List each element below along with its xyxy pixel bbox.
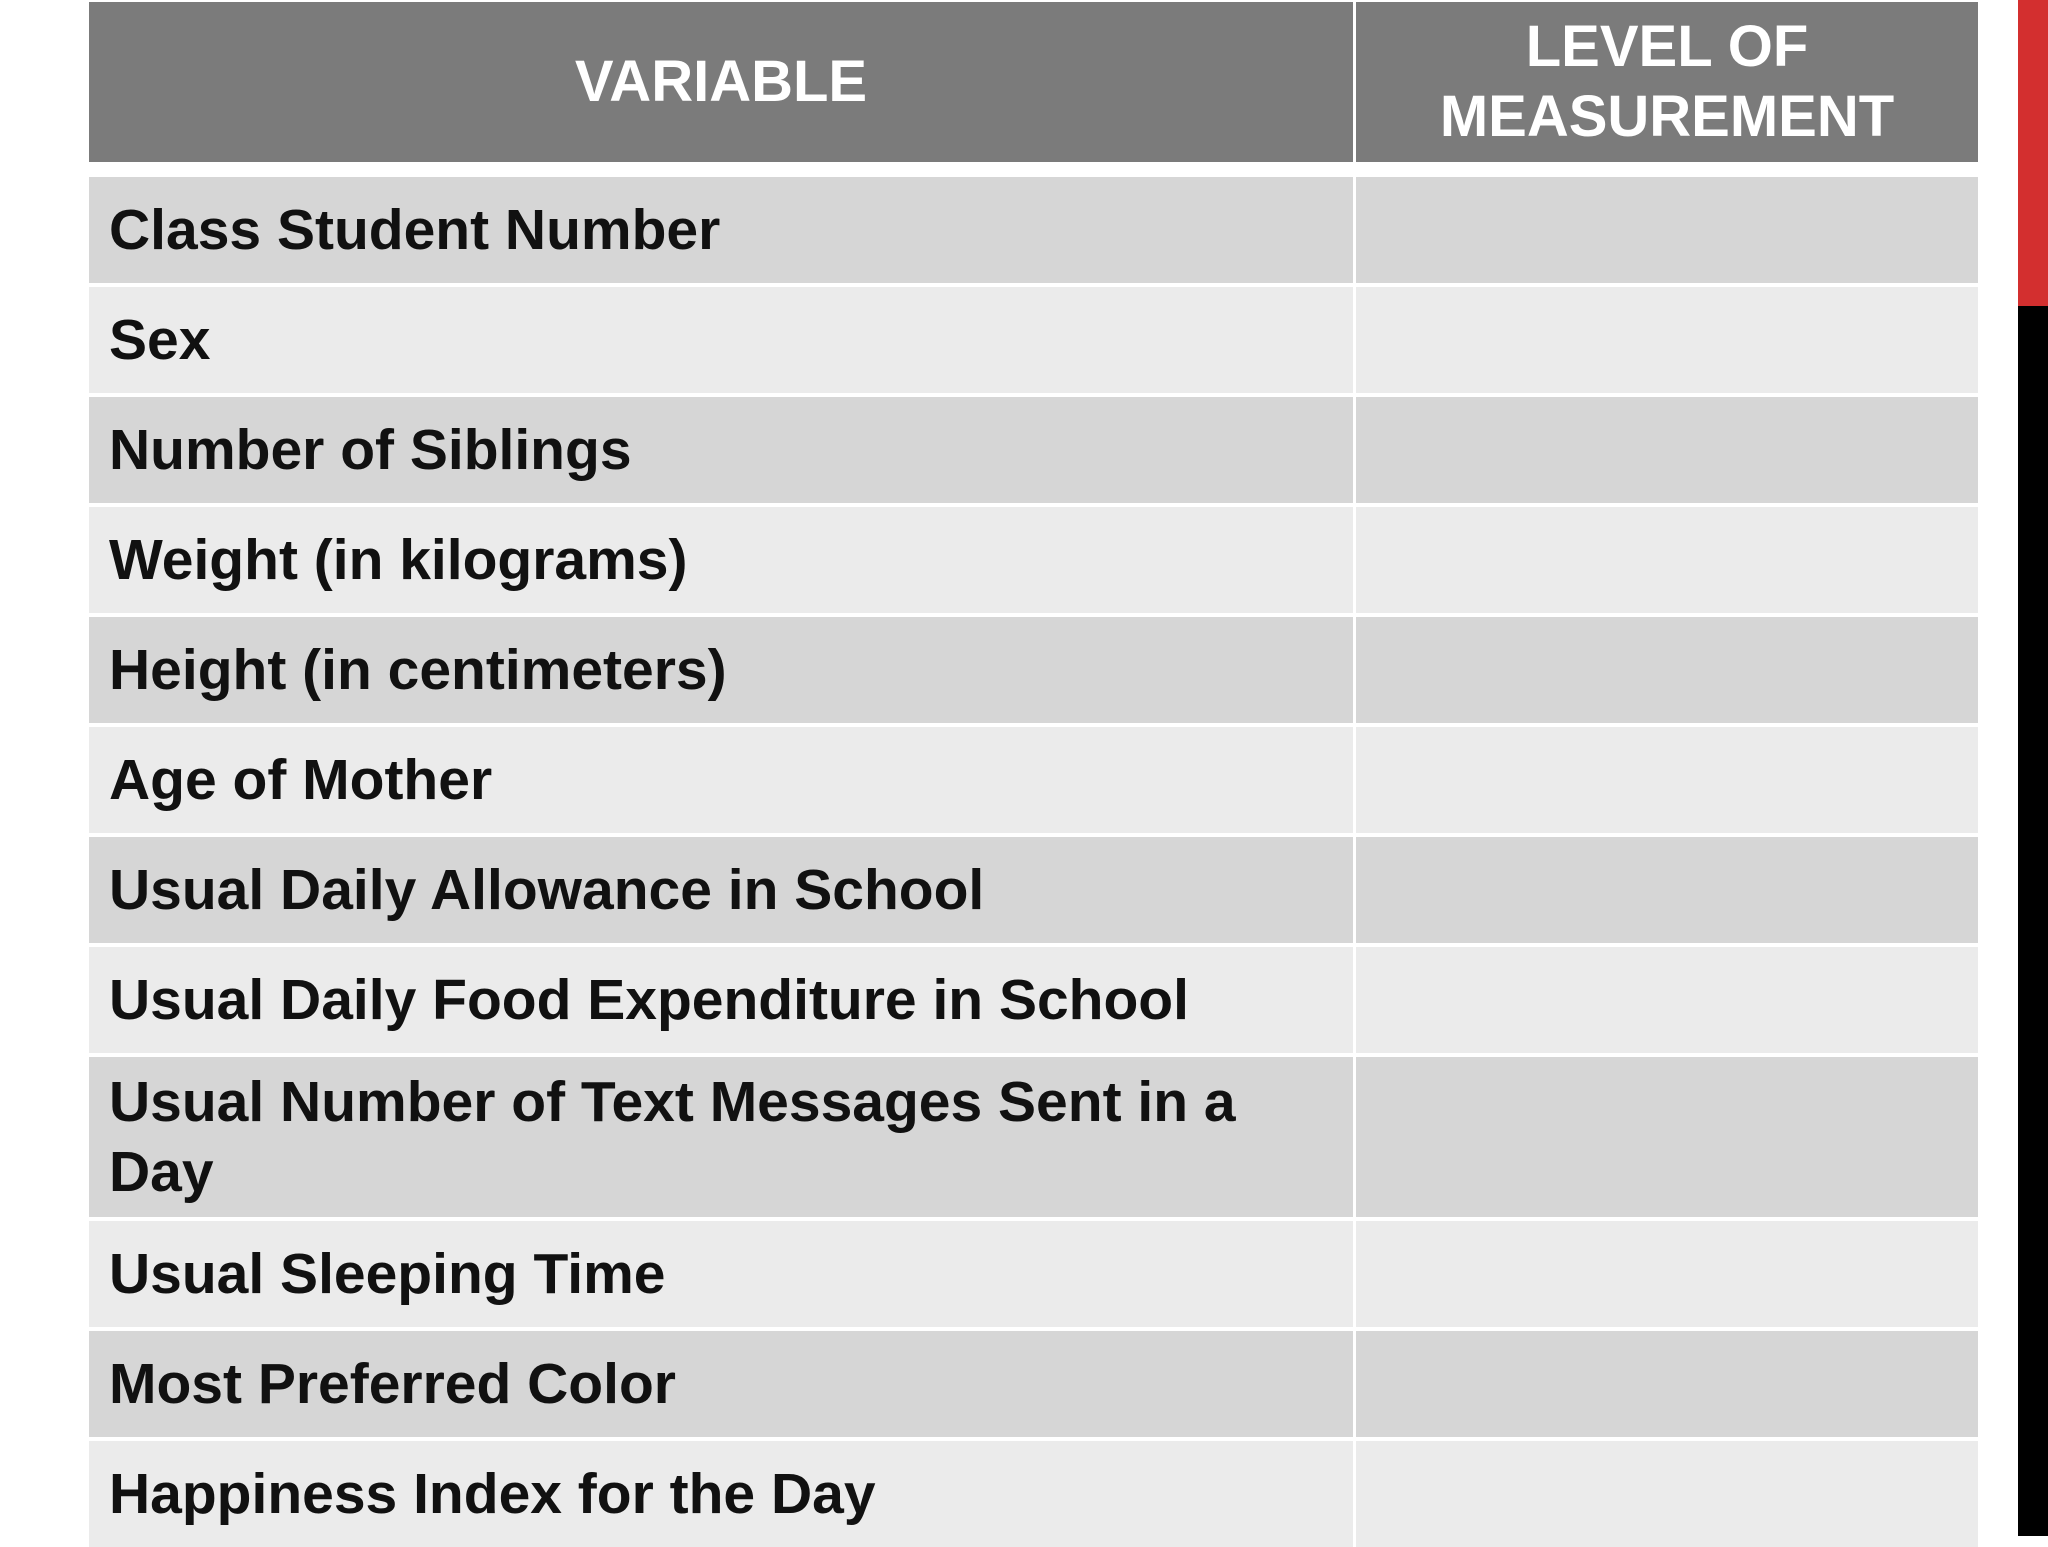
header-variable: VARIABLE	[89, 2, 1353, 162]
column-divider	[1353, 287, 1356, 393]
column-divider	[1353, 177, 1356, 283]
header-separator	[89, 166, 1978, 173]
column-divider	[1353, 507, 1356, 613]
table-row-level[interactable]	[1356, 1221, 1978, 1327]
column-divider	[1353, 1221, 1356, 1327]
table-row-level[interactable]	[1356, 617, 1978, 723]
table-row-variable: Sex	[89, 287, 1353, 393]
slide-accent-black-bar	[2018, 306, 2048, 1536]
header-level-of-measurement: LEVEL OF MEASUREMENT	[1356, 2, 1978, 162]
table-row-level[interactable]	[1356, 287, 1978, 393]
table-row-variable: Usual Daily Food Expenditure in School	[89, 947, 1353, 1053]
table-row-variable: Happiness Index for the Day	[89, 1441, 1353, 1547]
slide-accent-red-bar	[2018, 0, 2048, 306]
table-row-level[interactable]	[1356, 947, 1978, 1053]
table-row-variable: Age of Mother	[89, 727, 1353, 833]
column-divider	[1353, 1331, 1356, 1437]
table-row-variable: Weight (in kilograms)	[89, 507, 1353, 613]
table-row-variable: Usual Number of Text Messages Sent in a …	[89, 1057, 1353, 1217]
table-row-variable: Class Student Number	[89, 177, 1353, 283]
table-row-level[interactable]	[1356, 177, 1978, 283]
column-divider	[1353, 837, 1356, 943]
table-row-variable: Height (in centimeters)	[89, 617, 1353, 723]
table-row-variable: Usual Daily Allowance in School	[89, 837, 1353, 943]
column-divider	[1353, 2, 1356, 162]
column-divider	[1353, 947, 1356, 1053]
table-row-level[interactable]	[1356, 507, 1978, 613]
table-row-level[interactable]	[1356, 727, 1978, 833]
table-row-variable: Most Preferred Color	[89, 1331, 1353, 1437]
column-divider	[1353, 1057, 1356, 1217]
table-row-level[interactable]	[1356, 837, 1978, 943]
table-row-variable: Number of Siblings	[89, 397, 1353, 503]
variables-table: VARIABLE LEVEL OF MEASUREMENT Class Stud…	[89, 2, 1978, 1547]
column-divider	[1353, 727, 1356, 833]
table-row-level[interactable]	[1356, 1441, 1978, 1547]
column-divider	[1353, 397, 1356, 503]
column-divider	[1353, 617, 1356, 723]
table-row-variable: Usual Sleeping Time	[89, 1221, 1353, 1327]
table-row-level[interactable]	[1356, 1331, 1978, 1437]
column-divider	[1353, 1441, 1356, 1547]
table-row-level[interactable]	[1356, 1057, 1978, 1217]
table-row-level[interactable]	[1356, 397, 1978, 503]
